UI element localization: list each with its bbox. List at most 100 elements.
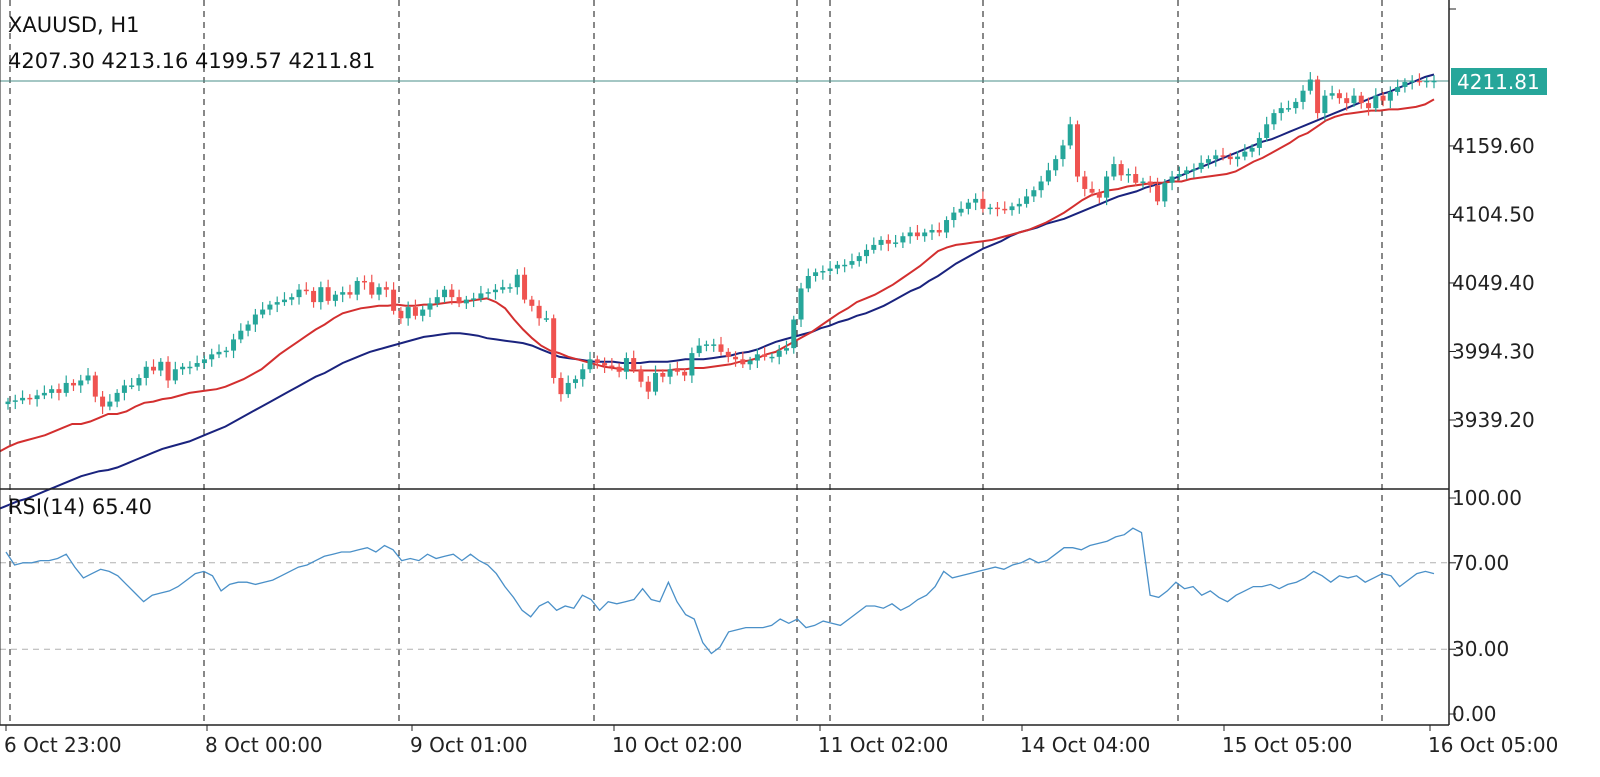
time-tick-label: 11 Oct 02:00	[818, 733, 948, 757]
rsi-label: RSI(14) 65.40	[8, 495, 152, 519]
candle-body	[376, 287, 382, 295]
candle-body	[907, 232, 913, 237]
candle-body	[296, 289, 302, 298]
candle-body	[653, 372, 659, 392]
candle-body	[885, 239, 891, 244]
candle-body	[616, 366, 622, 372]
candle-body	[492, 289, 498, 293]
candle-body	[434, 297, 440, 304]
candle-body	[1038, 181, 1044, 191]
candle-body	[1213, 155, 1219, 160]
candle-body	[172, 369, 178, 381]
candle-body	[507, 287, 513, 289]
candle-body	[740, 359, 746, 365]
rsi-tick-label: 0.00	[1452, 702, 1497, 726]
ohlc-values: 4207.30 4213.16 4199.57 4211.81	[8, 49, 375, 73]
candle-body	[20, 397, 26, 401]
candle-body	[1118, 164, 1124, 176]
candle-body	[987, 207, 993, 210]
candle-body	[391, 289, 397, 311]
candle-body	[623, 358, 629, 372]
candle-body	[245, 324, 251, 331]
candle-body	[1024, 196, 1030, 204]
candle-body	[485, 292, 491, 294]
candle-body	[783, 348, 789, 351]
price-axis: 4159.60 4104.50 4049.40 3994.30 3939.20	[1449, 8, 1535, 432]
current-price-badge-bg	[1451, 68, 1547, 95]
candle-body	[994, 207, 1000, 210]
time-tick-label: 14 Oct 04:00	[1020, 733, 1150, 757]
time-tick-label: 9 Oct 01:00	[410, 733, 528, 757]
candle-body	[1002, 208, 1008, 211]
candle-body	[1009, 206, 1015, 211]
candle-body	[34, 395, 40, 400]
candle-body	[1315, 79, 1321, 114]
time-tick-label: 10 Oct 02:00	[612, 733, 742, 757]
candle-body	[689, 353, 695, 376]
candle-body	[1271, 113, 1277, 125]
candle-body	[1431, 80, 1437, 83]
candle-body	[158, 361, 164, 371]
candle-body	[864, 249, 870, 257]
time-tick-label: 15 Oct 05:00	[1222, 733, 1352, 757]
candle-body	[580, 369, 586, 380]
candle-body	[1242, 151, 1248, 157]
candle-body	[922, 232, 928, 237]
candle-body	[514, 274, 520, 288]
candle-body	[703, 344, 709, 346]
candle-body	[754, 354, 760, 361]
candle-body	[893, 242, 899, 244]
candle-body	[1227, 156, 1233, 160]
candle-body	[572, 379, 578, 383]
candle-body	[791, 319, 797, 349]
rsi-tick-label: 30.00	[1452, 637, 1509, 661]
symbol-timeframe: XAUUSD, H1	[8, 13, 140, 37]
candle-body	[900, 236, 906, 243]
candle-body	[718, 344, 724, 352]
candle-body	[1336, 93, 1342, 99]
candle-body	[41, 392, 47, 396]
candle-body	[1235, 156, 1241, 160]
candle-body	[223, 350, 229, 353]
candle-body	[958, 208, 964, 213]
candle-body	[1133, 174, 1139, 183]
candle-body	[136, 377, 142, 386]
candle-body	[842, 264, 848, 267]
candle-body	[1322, 95, 1328, 114]
rsi-pane[interactable]	[0, 527, 1449, 655]
candle-body	[187, 366, 193, 369]
candle-body	[129, 385, 135, 387]
candle-body	[1344, 98, 1350, 104]
candle-body	[696, 345, 702, 354]
candle-body	[936, 229, 942, 233]
candle-body	[463, 299, 469, 304]
candle-body	[674, 369, 680, 372]
candle-body	[398, 310, 404, 319]
candle-body	[1082, 176, 1088, 189]
candle-body	[565, 382, 571, 395]
candle-body	[412, 307, 418, 316]
candle-body	[180, 366, 186, 370]
candle-body	[303, 289, 309, 292]
candle-body	[543, 318, 549, 320]
price-tick-label: 3994.30	[1452, 339, 1535, 363]
candle-body	[609, 365, 615, 368]
candle-body	[1293, 101, 1299, 109]
candle-body	[1387, 91, 1393, 101]
candle-body	[711, 344, 717, 346]
candle-body	[405, 307, 411, 319]
candle-body	[558, 377, 564, 395]
candle-body	[914, 232, 920, 237]
candle-body	[631, 358, 637, 370]
price-pane[interactable]	[0, 72, 1449, 510]
price-tick-label: 4049.40	[1452, 271, 1535, 295]
candle-body	[1111, 164, 1117, 177]
candle-body	[1409, 80, 1415, 83]
candle-body	[231, 339, 237, 351]
candle-body	[194, 363, 200, 367]
candle-body	[121, 385, 127, 393]
candle-body	[5, 401, 11, 405]
time-tick-label: 16 Oct 05:00	[1428, 733, 1558, 757]
candle-body	[1351, 95, 1357, 104]
